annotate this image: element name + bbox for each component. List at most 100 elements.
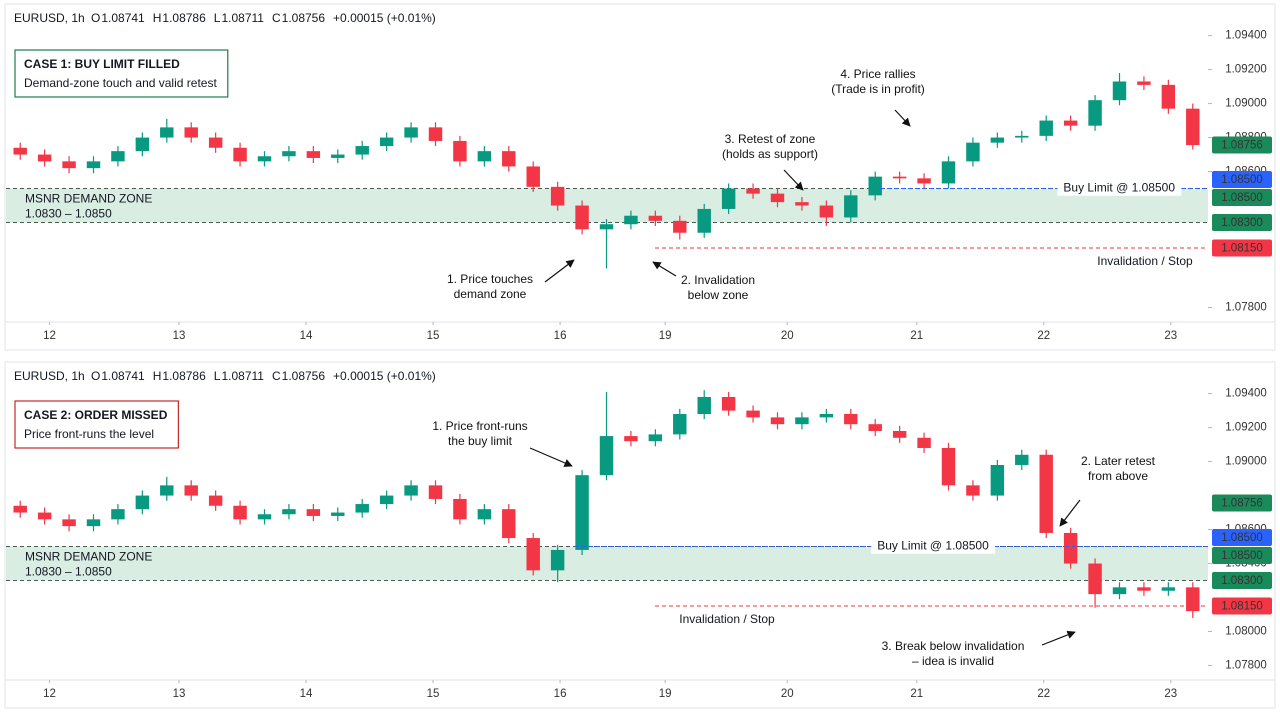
candle-body: [526, 538, 540, 571]
candle-body: [62, 161, 76, 169]
candle-body: [966, 485, 980, 496]
annotation-arrow: [1059, 499, 1081, 527]
candle-body: [1088, 563, 1102, 595]
candle-body: [673, 220, 687, 233]
ohlc-value: 1.08711: [221, 11, 264, 25]
annotation-arrow: [529, 447, 573, 467]
price-badge-label: 1.08150: [1221, 243, 1263, 255]
candle-body: [62, 519, 76, 527]
candle-body: [379, 495, 394, 505]
buy-limit-label: Buy Limit @ 1.08500: [877, 539, 989, 553]
x-tick-label: 16: [554, 688, 567, 700]
candle-body: [233, 505, 247, 520]
candle-body: [184, 127, 198, 138]
candle-body: [331, 512, 345, 516]
x-tick-label: 13: [173, 330, 186, 342]
x-tick-label: 19: [659, 688, 672, 700]
price-badge-label: 1.08500: [1221, 192, 1263, 204]
x-tick-label: 12: [43, 688, 56, 700]
candle-body: [86, 519, 101, 527]
candle-body: [770, 417, 785, 425]
candle-body: [892, 176, 907, 179]
candle-body: [648, 215, 663, 221]
candle-body: [819, 205, 834, 218]
candle-body: [86, 161, 101, 169]
candle-body: [1039, 454, 1053, 533]
ohlc-key: O: [91, 369, 100, 383]
annotation-arrow: [894, 109, 911, 127]
price-badge-label: 1.08500: [1221, 550, 1263, 562]
x-tick-label: 19: [659, 330, 672, 342]
price-badge: [1212, 572, 1272, 590]
x-tick-label: 20: [781, 330, 794, 342]
x-tick-label: 23: [1164, 330, 1177, 342]
annotation: 1. Price touches: [447, 272, 533, 286]
zone-range: 1.0830 – 1.0850: [25, 565, 112, 579]
price-badge-label: 1.08150: [1221, 601, 1263, 613]
x-tick-label: 16: [554, 330, 567, 342]
case-title: CASE 1: BUY LIMIT FILLED: [24, 57, 180, 71]
candle-body: [379, 137, 394, 147]
candle-body: [13, 147, 27, 155]
price-badge-label: 1.08300: [1221, 217, 1263, 229]
candle-body: [355, 504, 369, 513]
candle-body: [1015, 454, 1029, 465]
zone-range: 1.0830 – 1.0850: [25, 207, 112, 221]
ohlc-value: 1.08786: [162, 369, 206, 383]
annotation: 3. Break below invalidation: [882, 639, 1025, 653]
candle-body: [428, 485, 443, 499]
candle-body: [966, 142, 980, 162]
case-box: [14, 49, 229, 98]
candle-body: [746, 188, 760, 194]
candle-body: [624, 215, 638, 225]
price-badge: [1212, 214, 1272, 232]
candle-body: [1063, 120, 1078, 126]
candle-body: [1063, 532, 1078, 564]
ohlc-value: 1.08756: [282, 11, 326, 25]
candle-body: [844, 195, 858, 218]
candle-body: [477, 509, 492, 520]
x-tick-label: 13: [173, 688, 186, 700]
candle-body: [550, 186, 565, 206]
candle-body: [355, 146, 369, 155]
candle-body: [1137, 587, 1151, 591]
candle-body: [941, 447, 956, 486]
candle-body: [1186, 108, 1200, 146]
candle-body: [208, 137, 223, 148]
candle-body: [648, 434, 663, 442]
candle-body: [721, 396, 736, 411]
candle-body: [1137, 81, 1151, 85]
candle-body: [282, 509, 296, 515]
candle-body: [257, 156, 272, 162]
candle-body: [282, 151, 296, 157]
candle-body: [990, 137, 1005, 143]
label-background: [871, 537, 996, 554]
candle-body: [331, 154, 345, 158]
x-tick-label: 21: [910, 330, 923, 342]
buy-limit-label: Buy Limit @ 1.08500: [1063, 181, 1175, 195]
candle-body: [1186, 587, 1200, 612]
y-tick-label: 1.07800: [1225, 302, 1267, 314]
candle-body: [599, 436, 614, 476]
candle-body: [892, 430, 907, 438]
ohlc-key: L: [214, 369, 221, 383]
annotation: – idea is invalid: [912, 654, 994, 668]
annotation: from above: [1088, 469, 1148, 483]
case-title: CASE 2: ORDER MISSED: [24, 408, 168, 422]
price-badge: [1212, 547, 1272, 565]
change: +0.00015 (+0.01%): [333, 11, 436, 25]
candle-body: [160, 485, 174, 496]
invalidation-label: Invalidation / Stop: [679, 612, 775, 626]
candle-body: [135, 137, 150, 152]
candle-body: [208, 495, 223, 506]
zone-name: MSNR DEMAND ZONE: [25, 192, 152, 206]
candle-body: [1161, 587, 1176, 591]
candle-body: [795, 202, 809, 206]
x-tick-label: 23: [1164, 688, 1177, 700]
candle-body: [599, 224, 614, 230]
case-subtitle: Demand-zone touch and valid retest: [24, 76, 217, 90]
price-badge-label: 1.08500: [1221, 174, 1263, 186]
candle-body: [1039, 120, 1053, 136]
annotation-arrow: [544, 259, 575, 283]
